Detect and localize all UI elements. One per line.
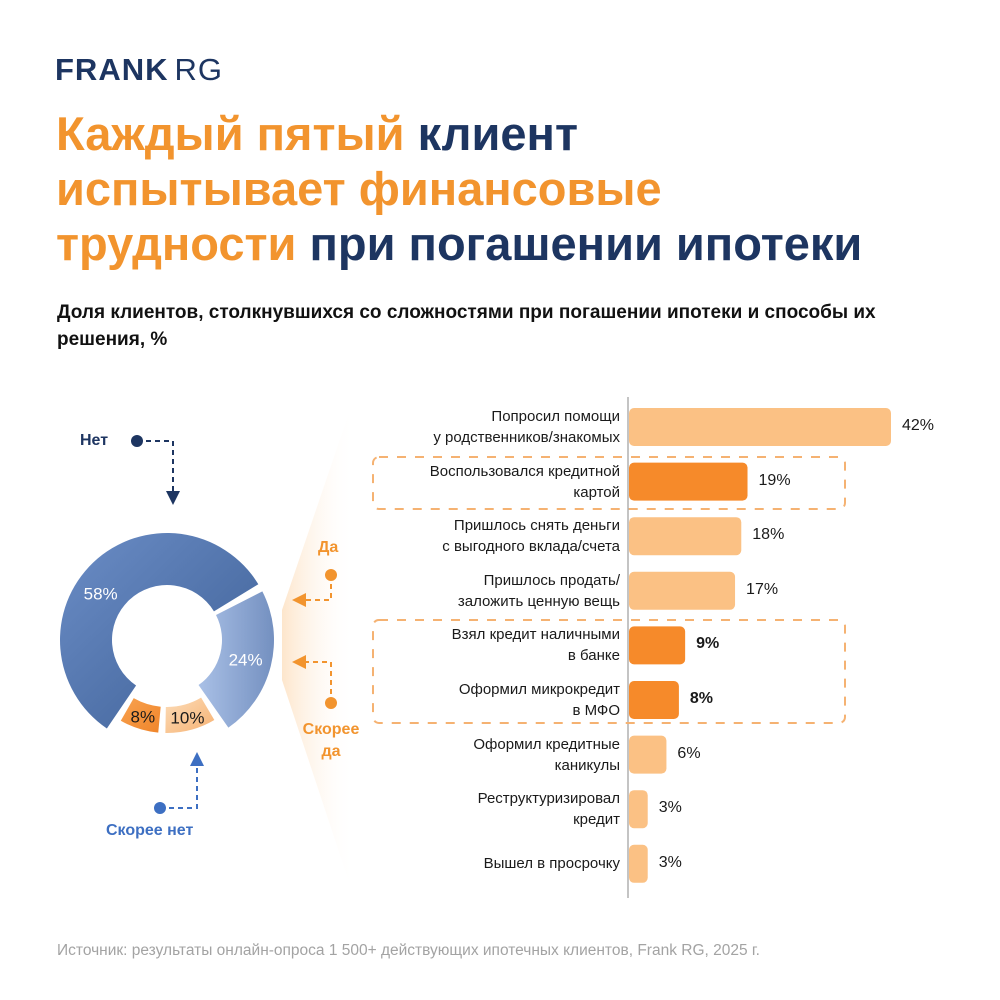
bar-value-label: 6% bbox=[677, 744, 701, 762]
highlight-box-2 bbox=[372, 619, 846, 724]
bar-category-line: заложить ценную вещь bbox=[457, 592, 620, 610]
slice-net-label: 58% bbox=[84, 585, 118, 604]
skoree-da-dot bbox=[325, 697, 337, 709]
bar-value-label: 8% bbox=[689, 690, 714, 707]
bar-category-line: картой bbox=[573, 483, 620, 501]
bar bbox=[629, 571, 736, 610]
net-dot bbox=[131, 435, 143, 447]
bar-category-label: Пришлось продать/заложить ценную вещь bbox=[458, 570, 620, 612]
annotation-skoree-da: Скорее да bbox=[302, 721, 360, 760]
bar-category-line: в банке bbox=[567, 647, 620, 665]
bar-value-label: 3% bbox=[658, 853, 682, 871]
bar-category-label: Вышел в просрочку bbox=[484, 853, 620, 874]
skoree-net-arrow-icon bbox=[190, 752, 204, 766]
bar-category-line: кредит bbox=[573, 811, 620, 829]
title-l2-orange: испытывает финансовые bbox=[56, 162, 662, 215]
bar-category-line: Пришлось снять деньги bbox=[453, 517, 620, 535]
logo-bold: FRANK bbox=[55, 52, 169, 87]
bar-category-label: Воспользовался кредитной картой bbox=[430, 461, 620, 503]
chart-subtitle: Доля клиентов, столкнувшихся со сложност… bbox=[57, 302, 876, 350]
slice-skoree-net-label: 24% bbox=[229, 651, 263, 670]
title-l3-navy: при погашении ипотеки bbox=[296, 217, 863, 270]
logo-light: RG bbox=[174, 52, 223, 87]
da-dot bbox=[325, 569, 337, 581]
skoree-net-connector bbox=[160, 762, 198, 809]
bar-category-line: Оформил микрокредит bbox=[458, 681, 620, 698]
bar-category-line: Оформил кредитные bbox=[473, 735, 620, 753]
slice-da bbox=[120, 698, 161, 733]
slice-net bbox=[59, 532, 259, 729]
bar-category-line: с выгодного вклада/счета bbox=[442, 538, 620, 556]
bar-value-label: 42% bbox=[902, 417, 935, 434]
bar bbox=[629, 408, 891, 446]
bar bbox=[629, 626, 686, 665]
bar bbox=[629, 790, 648, 829]
logo: FRANK RG bbox=[55, 52, 223, 88]
fan-connector bbox=[282, 395, 355, 900]
bar-category-label: Реструктуризировал кредит bbox=[478, 788, 620, 830]
bar-value-label: 19% bbox=[758, 471, 791, 489]
bar-category-line: Взял кредит наличными bbox=[451, 626, 620, 644]
annotation-da: Да bbox=[318, 539, 339, 556]
bar-value-label: 3% bbox=[658, 799, 682, 817]
bar-category-line: Попросил помощи bbox=[491, 408, 620, 425]
bar-value-label: 18% bbox=[752, 526, 785, 544]
title-l1-orange: Каждый пятый bbox=[56, 107, 405, 160]
title-l1-navy: клиент bbox=[404, 107, 578, 160]
bar-category-line: Пришлось продать/ bbox=[483, 571, 620, 589]
bar-category-line: Воспользовался кредитной bbox=[429, 462, 620, 480]
bar-category-label: Пришлось снять деньги с выгодного вклада/… bbox=[442, 515, 620, 557]
skoree-da-arrow-icon bbox=[292, 655, 306, 669]
bar bbox=[629, 462, 748, 501]
bar-category-label: Попросил помощи у родственников/знакомых bbox=[433, 406, 620, 448]
slice-skoree-da bbox=[165, 697, 215, 733]
net-connector bbox=[137, 440, 174, 495]
bar-category-line: Вышел в просрочку bbox=[483, 855, 620, 873]
bar bbox=[629, 735, 667, 774]
bar-category-label: Взял кредит наличными в банке bbox=[452, 624, 620, 666]
bar bbox=[629, 517, 742, 556]
slice-skoree-da-label: 10% bbox=[170, 708, 204, 727]
bar-category-line: Реструктуризировал bbox=[477, 790, 620, 808]
page-title: Каждый пятый клиент испытывает финансовы… bbox=[56, 106, 862, 271]
slice-da-label: 8% bbox=[131, 707, 156, 726]
da-arrow-icon bbox=[292, 593, 306, 607]
bar bbox=[629, 844, 648, 883]
bar-value-label: 9% bbox=[696, 635, 720, 653]
skoree-net-dot bbox=[154, 802, 166, 814]
source-note: Источник: результаты онлайн-опроса 1 500… bbox=[57, 942, 760, 959]
annotation-net: Нет bbox=[80, 432, 109, 449]
skoree-da-connector bbox=[302, 661, 332, 703]
highlight-box-1 bbox=[372, 456, 846, 510]
bar-category-label: Оформил микрокредит в МФО bbox=[459, 679, 620, 721]
bar-value-label: 17% bbox=[746, 580, 779, 598]
bar-category-line: каникулы bbox=[554, 756, 620, 774]
slice-skoree-net bbox=[198, 591, 274, 728]
bar-category-line: в МФО bbox=[572, 702, 620, 719]
bar-category-label: Оформил кредитные каникулы bbox=[473, 734, 620, 776]
annotation-skoree-net: Скорее нет bbox=[106, 822, 194, 839]
bar-category-line: у родственников/знакомых bbox=[433, 429, 620, 446]
bar bbox=[629, 681, 679, 719]
title-l3-orange: трудности bbox=[56, 217, 297, 270]
net-arrow-icon bbox=[166, 491, 180, 505]
